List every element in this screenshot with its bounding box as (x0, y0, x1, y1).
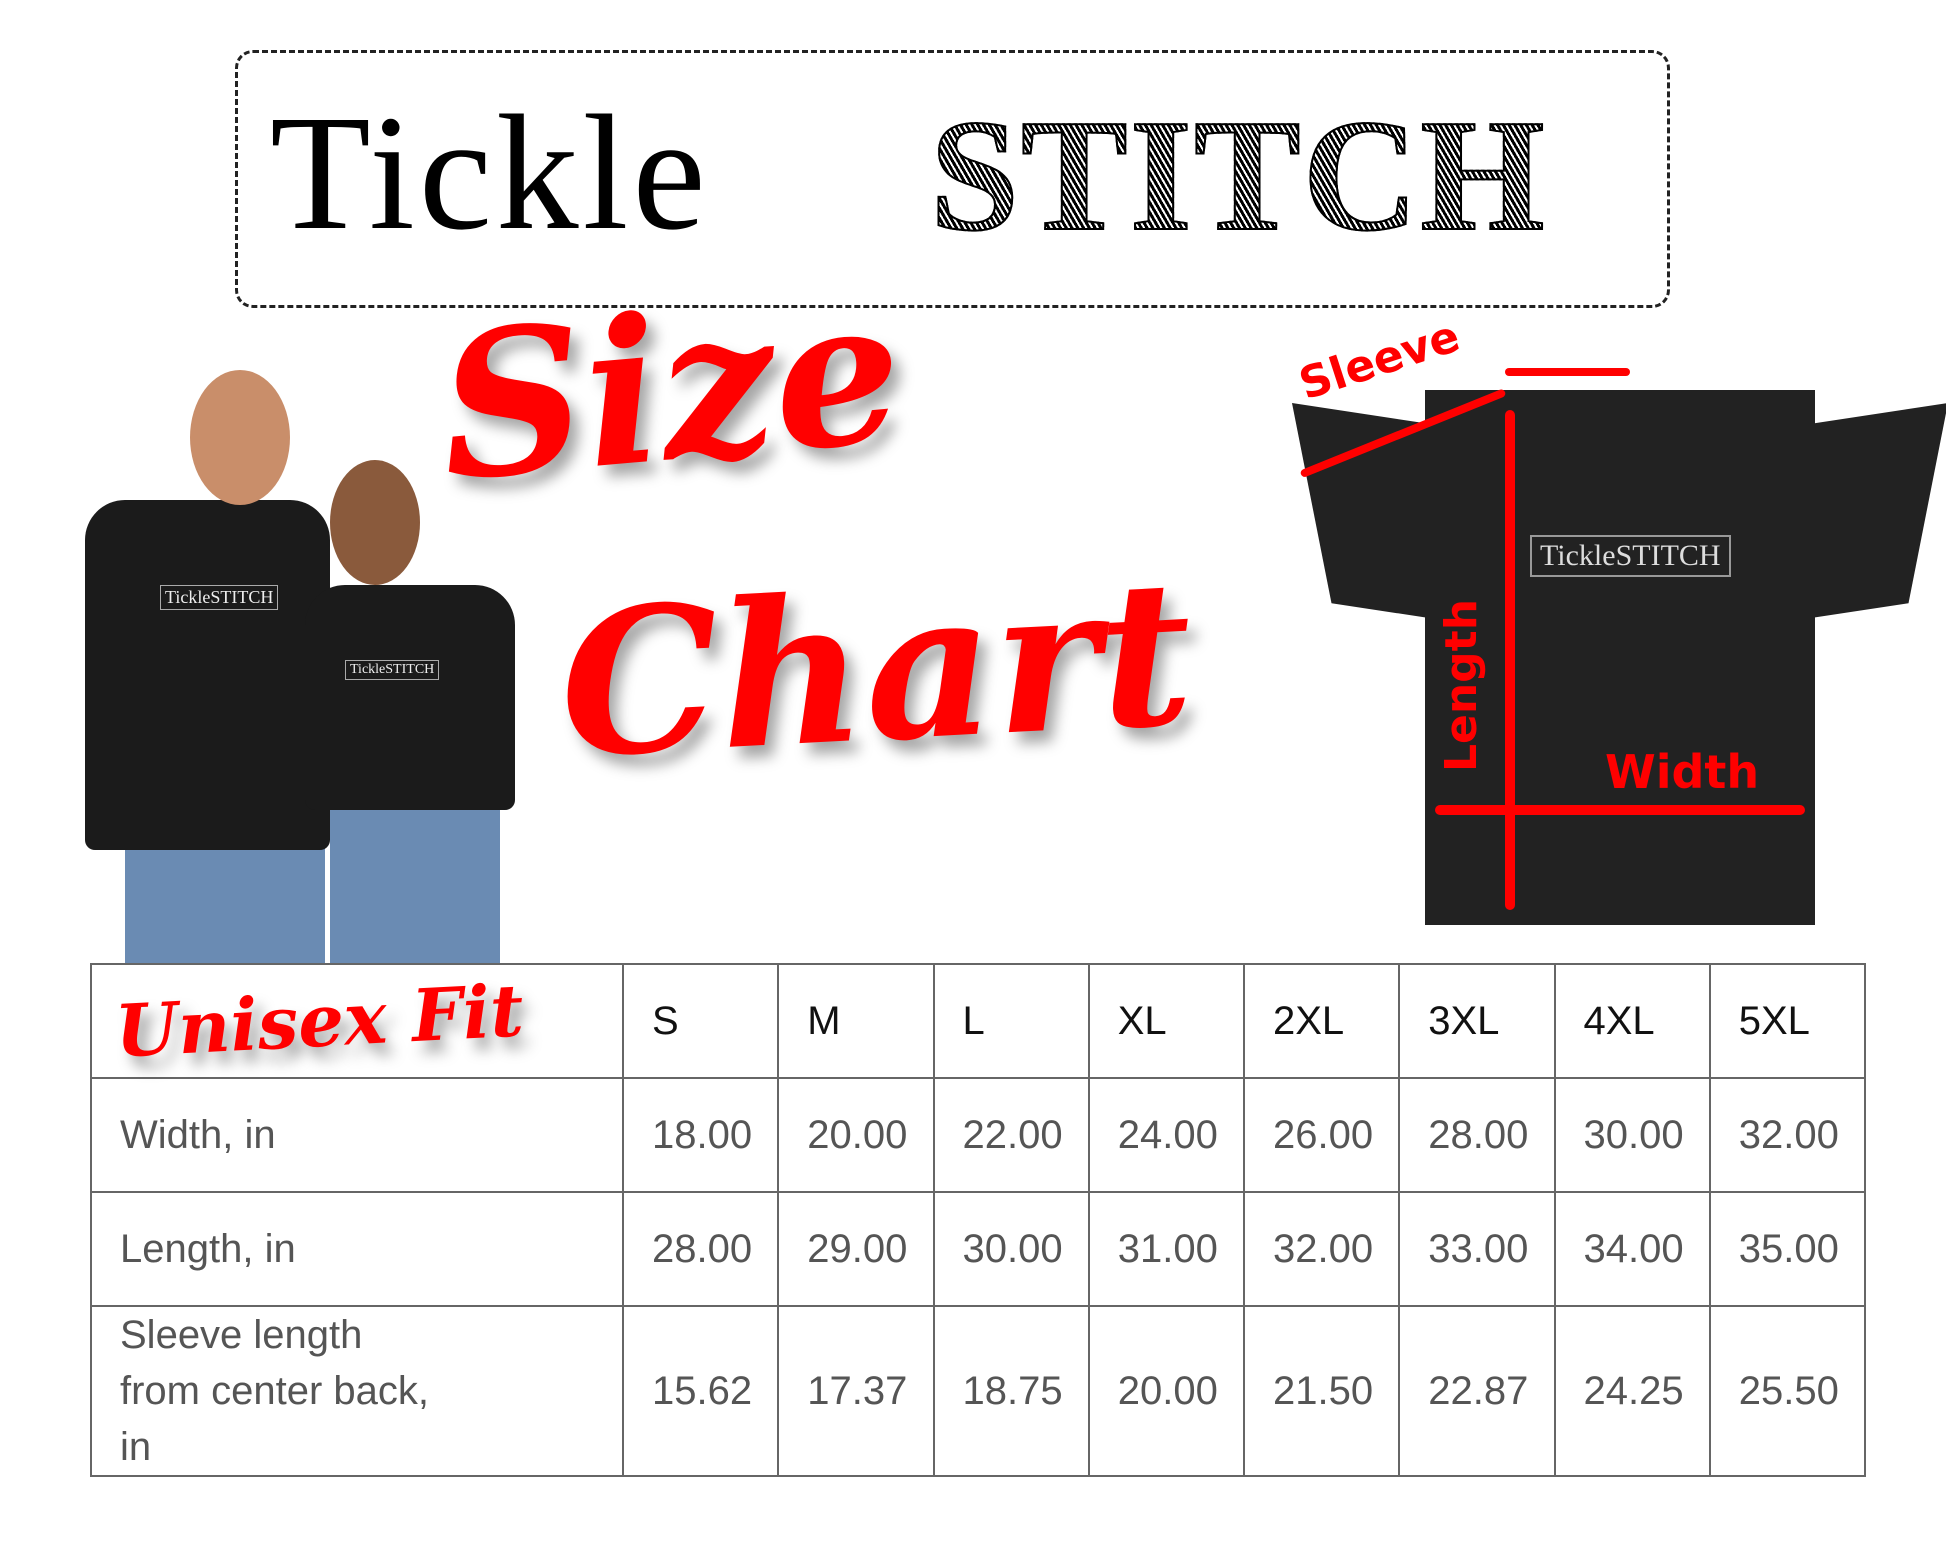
size-header: S (621, 963, 780, 1079)
size-header: 4XL (1553, 963, 1711, 1079)
cell: 20.00 (777, 1077, 935, 1193)
cell: 25.50 (1708, 1305, 1867, 1477)
row-label: Length, in (90, 1191, 624, 1307)
size-header: 2XL (1242, 963, 1401, 1079)
size-header: L (932, 963, 1090, 1079)
cell: 28.00 (621, 1191, 780, 1307)
size-header: XL (1087, 963, 1246, 1079)
size-header-row: S M L XL 2XL 3XL 4XL 5XL (90, 963, 1867, 1079)
models-photo: TickleSTITCH TickleSTITCH (80, 360, 560, 965)
cell: 24.00 (1087, 1077, 1246, 1193)
length-label: Length (1436, 598, 1488, 773)
table-row: Sleeve length from center back, in 15.62… (90, 1305, 1867, 1477)
cell: 30.00 (932, 1191, 1090, 1307)
cell: 33.00 (1398, 1191, 1556, 1307)
cell: 18.75 (932, 1305, 1090, 1477)
logo-frame (235, 50, 1670, 308)
size-table: S M L XL 2XL 3XL 4XL 5XL Width, in 18.00… (90, 963, 1867, 1477)
cell: 26.00 (1242, 1077, 1401, 1193)
cell: 34.00 (1553, 1191, 1711, 1307)
cell: 17.37 (777, 1305, 935, 1477)
cell: 32.00 (1708, 1077, 1867, 1193)
cell: 31.00 (1087, 1191, 1246, 1307)
cell: 29.00 (777, 1191, 935, 1307)
size-header: 5XL (1708, 963, 1867, 1079)
width-label: Width (1605, 745, 1760, 799)
size-heading: Size (430, 252, 911, 527)
shirt-logo: TickleSTITCH (345, 660, 440, 680)
row-label: Sleeve length from center back, in (90, 1305, 624, 1477)
tshirt-diagram: TickleSTITCH Sleeve Length Width (1291, 311, 1946, 925)
cell: 18.00 (621, 1077, 780, 1193)
unisex-fit-label: Unisex Fit (113, 967, 526, 1074)
cell: 30.00 (1553, 1077, 1711, 1193)
cell: 28.00 (1398, 1077, 1556, 1193)
fit-cell (90, 963, 624, 1079)
shirt-logo: TickleSTITCH (160, 585, 279, 610)
table-row: Length, in 28.00 29.00 30.00 31.00 32.00… (90, 1191, 1867, 1307)
cell: 20.00 (1087, 1305, 1246, 1477)
row-label: Width, in (90, 1077, 624, 1193)
cell: 21.50 (1242, 1305, 1401, 1477)
brand-logo-tickle: Tickle (270, 81, 710, 264)
cell: 35.00 (1708, 1191, 1867, 1307)
cell: 24.25 (1553, 1305, 1711, 1477)
size-header: M (777, 963, 935, 1079)
cell: 15.62 (621, 1305, 780, 1477)
chart-heading: Chart (554, 535, 1198, 804)
brand-logo-stitch: STITCH (929, 86, 1547, 264)
cell: 32.00 (1242, 1191, 1401, 1307)
table-row: Width, in 18.00 20.00 22.00 24.00 26.00 … (90, 1077, 1867, 1193)
shirt-logo: TickleSTITCH (1530, 535, 1731, 577)
size-header: 3XL (1398, 963, 1556, 1079)
cell: 22.00 (932, 1077, 1090, 1193)
cell: 22.87 (1398, 1305, 1556, 1477)
